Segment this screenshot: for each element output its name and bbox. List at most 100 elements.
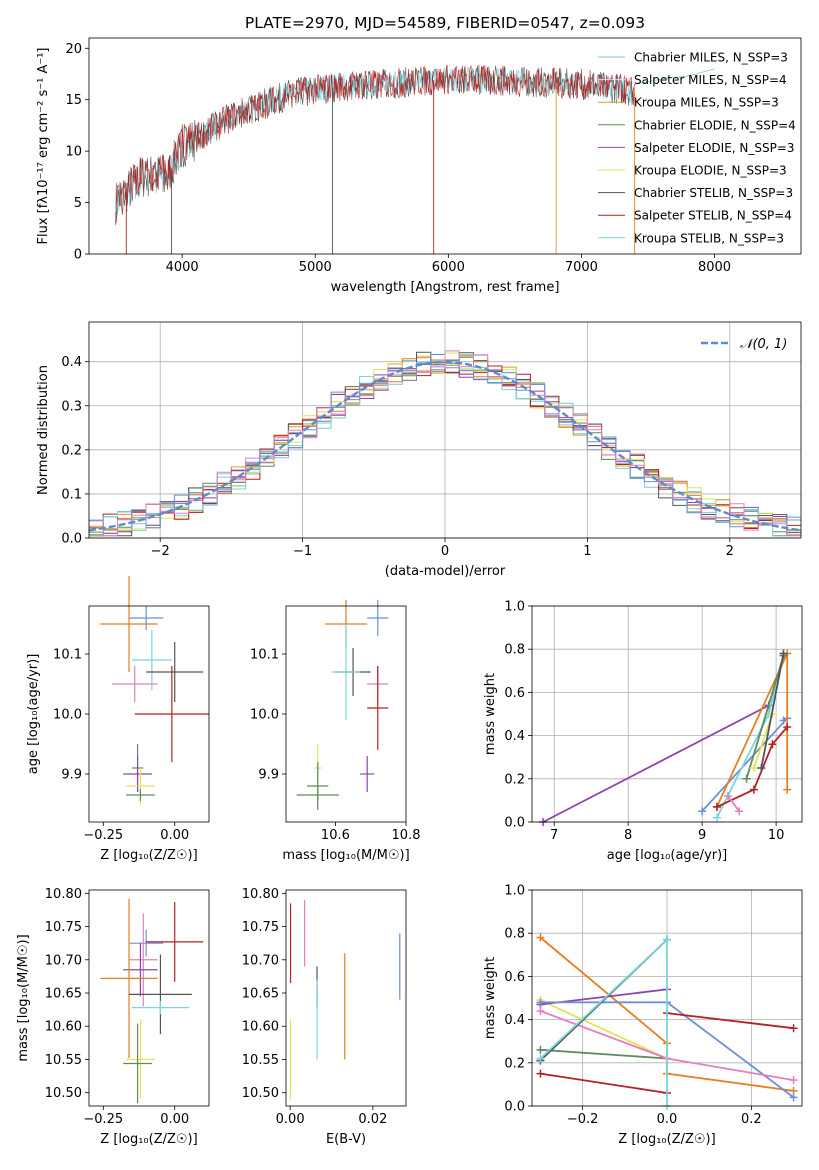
y-axis-label: Normed distribution: [36, 365, 51, 495]
x-tick-label: 5000: [299, 260, 332, 275]
x-axis-label: age [log₁₀(age/yr)]: [607, 848, 728, 863]
errorbar-point: [146, 642, 204, 702]
errorbar-point: [134, 666, 209, 762]
plus-marker: [536, 1045, 545, 1054]
y-tick-label: 0.6: [504, 686, 525, 701]
y-tick-label: 10.70: [242, 953, 279, 968]
errorbar-point: [126, 789, 155, 801]
weight-series-line: [540, 1072, 668, 1094]
legend-label: Kroupa ELODIE, N_SSP=3: [634, 164, 787, 178]
plus-marker: [536, 998, 545, 1007]
y-axis-label: age [log₁₀(age/yr)]: [26, 654, 41, 775]
y-tick-label: 10.75: [242, 920, 279, 935]
model-extension-line: [634, 68, 715, 85]
errorbar-point: [331, 624, 361, 720]
y-tick-label: 9.9: [61, 768, 82, 783]
x-tick-label: 6000: [432, 260, 465, 275]
errorbar-point: [360, 756, 375, 792]
weight-series-line: [540, 1048, 668, 1060]
errorbar-point: [123, 1023, 152, 1104]
plus-marker: [749, 785, 758, 794]
x-tick-label: 0.00: [160, 828, 189, 843]
axes-frame: [531, 889, 803, 1107]
errorbar-point: [129, 929, 164, 957]
legend-label: Salpeter ELODIE, N_SSP=3: [634, 141, 795, 155]
x-axis-label: (data-model)/error: [385, 564, 506, 579]
plus-marker: [783, 722, 792, 731]
legend-label: Chabrier STELIB, N_SSP=3: [634, 186, 793, 200]
y-tick-label: 5: [74, 196, 82, 211]
y-tick-label: 1.0: [504, 884, 525, 899]
plus-marker: [789, 1076, 798, 1085]
y-tick-label: 10.50: [45, 1086, 82, 1101]
plus-marker: [779, 649, 788, 658]
x-axis-label: Z [log₁₀(Z/Z☉)]: [100, 848, 197, 863]
y-tick-label: 10.65: [242, 987, 279, 1002]
errorbar-point: [296, 789, 339, 801]
y-tick-label: 10.0: [53, 708, 82, 723]
x-tick-label: 10.8: [392, 828, 421, 843]
age_vs_mass-panel: [282, 600, 407, 826]
x-tick-label: 2: [726, 544, 734, 559]
x-axis-label: Z [log₁₀(Z/Z☉)]: [618, 1132, 715, 1147]
x-tick-label: 9: [698, 828, 706, 843]
y-tick-label: 0.3: [61, 399, 82, 414]
plus-marker: [698, 807, 707, 816]
legend-label: Kroupa MILES, N_SSP=3: [634, 96, 779, 110]
x-tick-label: −0.25: [83, 1112, 123, 1127]
x-tick-label: 0.0: [657, 1112, 678, 1127]
errorbar-point: [129, 913, 158, 1007]
y-axis-label: Flux [fλ10⁻¹⁷ erg cm⁻² s⁻¹ A⁻¹]: [36, 48, 51, 245]
x-tick-label: 1: [583, 544, 591, 559]
errorbar-point: [131, 630, 172, 690]
y-tick-label: 10: [65, 145, 82, 160]
plus-marker: [779, 716, 788, 725]
gaussian-curve: [88, 360, 802, 532]
y-axis-label: mass weight: [483, 957, 498, 1039]
x-axis-label: wavelength [Angstrom, rest frame]: [331, 280, 560, 295]
weight-series-line: [745, 655, 785, 780]
mass_vs_Z-panel: [85, 892, 204, 1110]
x-axis-label: E(B-V): [326, 1132, 366, 1147]
y-tick-label: 0.1: [61, 487, 82, 502]
weight-series-line: [540, 999, 668, 1060]
y-tick-label: 10.65: [45, 987, 82, 1002]
plus-marker: [536, 933, 545, 942]
y-tick-label: 0.6: [504, 970, 525, 985]
x-axis-label: Z [log₁₀(Z/Z☉)]: [100, 1132, 197, 1147]
y-axis-label: mass weight: [483, 673, 498, 755]
y-tick-label: 0.0: [504, 816, 525, 831]
plus-marker: [536, 1069, 545, 1078]
weight-series-line: [760, 653, 785, 769]
plus-marker: [757, 764, 766, 772]
x-tick-label: 7000: [565, 260, 598, 275]
age_vs_Z-panel: [85, 576, 209, 826]
y-tick-label: 1.0: [504, 600, 525, 615]
errorbar-point: [367, 600, 389, 636]
x-tick-label: 4000: [166, 260, 199, 275]
plus-marker: [789, 1024, 798, 1033]
weight-series-line: [666, 1012, 794, 1030]
axes-frame: [88, 321, 802, 539]
y-tick-label: 10.75: [45, 920, 82, 935]
plus-marker: [768, 740, 777, 749]
x-tick-label: 10: [768, 828, 785, 843]
weight-series-line: [539, 937, 668, 1106]
errorbar-point: [129, 606, 164, 630]
legend-label: Salpeter STELIB, N_SSP=4: [634, 209, 792, 223]
plus-marker: [536, 1006, 545, 1015]
axes-frame: [285, 605, 407, 823]
y-tick-label: 0.8: [504, 643, 525, 658]
y-tick-label: 10.60: [242, 1020, 279, 1035]
y-tick-label: 0.4: [504, 729, 525, 744]
axes-frame: [285, 889, 407, 1107]
y-tick-label: 10.55: [242, 1053, 279, 1068]
spectrum-panel: [85, 47, 715, 258]
weight-series-line: [542, 704, 770, 823]
legend-label: Salpeter MILES, N_SSP=4: [634, 73, 787, 87]
histogram-step: [89, 350, 801, 537]
errorbar-point: [129, 954, 192, 1035]
x-tick-label: −2: [151, 544, 170, 559]
y-tick-label: 10.50: [242, 1086, 279, 1101]
y-tick-label: 10.70: [45, 953, 82, 968]
